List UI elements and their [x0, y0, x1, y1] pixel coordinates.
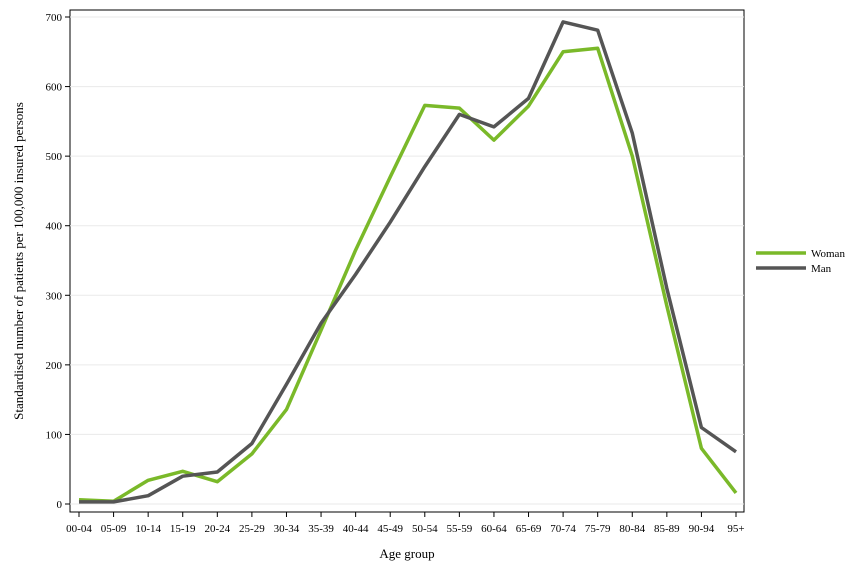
x-axis: 00-04 05-09 10-14 15-19 20-24 25-29 30-34 35-39…	[66, 512, 745, 535]
series-line-man	[79, 20, 738, 504]
legend-label-man: Man	[811, 263, 832, 275]
x-tick-label: 40-44	[343, 523, 369, 535]
x-tick-label: 20-24	[204, 523, 230, 535]
x-tick-label: 80-84	[619, 523, 645, 535]
legend: Woman Man	[756, 248, 845, 275]
y-tick-label: 100	[46, 429, 63, 441]
gridlines	[70, 16, 744, 505]
x-tick-label: 90-94	[689, 523, 715, 535]
x-tick-label: 50-54	[412, 523, 438, 535]
legend-label-woman: Woman	[811, 248, 845, 260]
x-tick-label: 00-04	[66, 523, 92, 535]
y-tick-label: 400	[46, 221, 63, 233]
x-tick-label: 65-69	[516, 523, 542, 535]
y-tick-label: 500	[46, 151, 63, 163]
x-tick-label: 45-49	[377, 523, 403, 535]
x-tick-label: 05-09	[101, 523, 127, 535]
y-axis: 0 100 200 300 400 500 600 700	[46, 12, 70, 511]
x-tick-label: 30-34	[274, 523, 300, 535]
x-tick-label: 15-19	[170, 523, 196, 535]
y-tick-label: 700	[46, 12, 63, 24]
x-tick-label: 95+	[727, 523, 744, 535]
y-tick-label: 600	[46, 82, 63, 94]
x-tick-label: 75-79	[585, 523, 611, 535]
x-tick-label: 60-64	[481, 523, 507, 535]
series-line-woman	[78, 46, 738, 503]
x-tick-label: 35-39	[308, 523, 334, 535]
y-tick-label: 200	[46, 360, 63, 372]
plot-area	[69, 9, 745, 513]
x-tick-label: 25-29	[239, 523, 265, 535]
x-tick-label: 55-59	[447, 523, 473, 535]
x-axis-title: Age group	[379, 546, 434, 561]
x-tick-label: 10-14	[135, 523, 161, 535]
y-tick-label: 300	[46, 290, 63, 302]
y-axis-title: Standardised number of patients per 100,…	[11, 102, 26, 420]
y-tick-label: 0	[57, 499, 63, 511]
series-lines	[78, 20, 738, 504]
x-tick-label: 70-74	[550, 523, 576, 535]
x-tick-label: 85-89	[654, 523, 680, 535]
